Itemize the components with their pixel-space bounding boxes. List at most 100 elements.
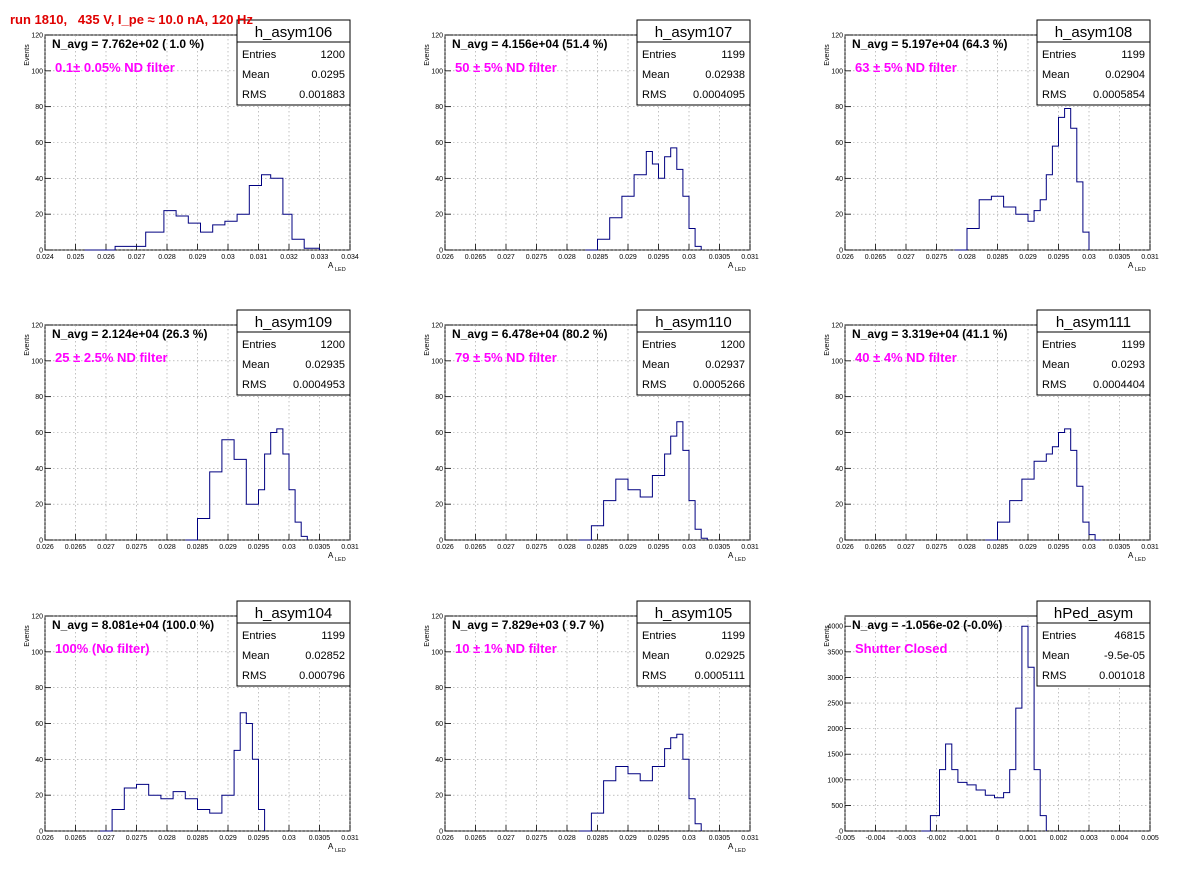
histogram-series [921, 625, 1047, 832]
x-tick-label: 0.0285 [987, 544, 1009, 551]
y-tick-label: 80 [835, 394, 843, 401]
y-tick-label: 20 [435, 502, 443, 509]
x-tick-label: 0.03 [221, 254, 235, 261]
y-tick-label: 2000 [827, 726, 843, 733]
x-tick-label: 0.031 [1141, 544, 1159, 551]
y-tick-label: 60 [435, 140, 443, 147]
y-tick-label: 40 [835, 466, 843, 473]
x-tick-label: 0.005 [1141, 835, 1159, 842]
stats-value: 0.02938 [705, 69, 745, 81]
y-tick-label: 40 [35, 176, 43, 183]
stats-key: Mean [1042, 650, 1070, 662]
x-tick-label: 0.026 [436, 835, 454, 842]
stats-key: Mean [242, 359, 270, 371]
stats-key: Entries [642, 339, 677, 351]
y-tick-label: 40 [435, 466, 443, 473]
stats-box [636, 622, 751, 687]
filter-annotation: 40 ± 4% ND filter [855, 350, 957, 365]
x-tick-label: 0.001 [1019, 835, 1037, 842]
stats-key: Entries [242, 630, 277, 642]
x-axis-label: A [728, 842, 734, 851]
x-tick-label: 0.0305 [709, 835, 731, 842]
histogram-series [99, 712, 266, 832]
histogram-panel-h_asym104: 0.026 0.0265 0.027 0.0275 0.028 0.0285 0.029 0.… [24, 600, 359, 854]
y-axis-label: Events [24, 44, 31, 66]
x-tick-label: 0.0265 [465, 254, 487, 261]
y-axis-label: Events [424, 44, 431, 66]
x-tick-label: 0.0295 [648, 544, 670, 551]
y-tick-label: 20 [435, 212, 443, 219]
navg-label: N_avg = 7.762e+02 ( 1.0 %) [52, 37, 204, 51]
y-tick-label: 120 [31, 323, 43, 330]
x-tick-label: 0.0275 [926, 544, 948, 551]
y-tick-label: 0 [839, 829, 843, 836]
x-tick-label: 0.026 [36, 835, 54, 842]
x-tick-label: 0.026 [436, 544, 454, 551]
histogram-series [954, 108, 1090, 251]
y-tick-label: 80 [35, 104, 43, 111]
y-tick-label: 3000 [827, 675, 843, 682]
filter-annotation: 63 ± 5% ND filter [855, 60, 957, 75]
x-tick-label: 0.0265 [65, 835, 87, 842]
y-tick-label: 100 [31, 68, 43, 75]
filter-annotation: 100% (No filter) [55, 641, 150, 656]
x-tick-label: 0.029 [1019, 254, 1037, 261]
x-axis-label-subscript: LED [1135, 267, 1146, 273]
stats-value: 46815 [1114, 630, 1145, 642]
stats-box [1036, 622, 1151, 687]
stats-box [636, 41, 751, 106]
histogram-panel-h_asym109: 0.026 0.0265 0.027 0.0275 0.028 0.0285 0.029 0.… [24, 309, 359, 563]
x-tick-label: 0.028 [558, 254, 576, 261]
x-axis-label-subscript: LED [735, 848, 746, 854]
y-tick-label: 0 [839, 248, 843, 255]
x-tick-label: 0.03 [282, 835, 296, 842]
run-title: run 1810, 435 V, I_pe ≈ 10.0 nA, 120 Hz [10, 12, 253, 27]
stats-value: 0.02935 [305, 359, 345, 371]
y-tick-label: 120 [431, 323, 443, 330]
stats-value: 0.02937 [705, 359, 745, 371]
stats-key: RMS [642, 379, 666, 391]
y-tick-label: 80 [35, 394, 43, 401]
navg-label: N_avg = 3.319e+04 (41.1 %) [852, 327, 1007, 341]
y-tick-label: 80 [35, 685, 43, 692]
histogram-panel-h_asym108: 0.026 0.0265 0.027 0.0275 0.028 0.0285 0.029 0.… [824, 19, 1159, 273]
x-tick-label: 0.026 [36, 544, 54, 551]
y-tick-label: 100 [831, 68, 843, 75]
stats-key: RMS [1042, 89, 1066, 101]
x-axis-label-subscript: LED [335, 557, 346, 563]
stats-value: 1199 [1121, 339, 1145, 351]
y-tick-label: 100 [431, 358, 443, 365]
x-axis-label-subscript: LED [335, 267, 346, 273]
navg-label: N_avg = 8.081e+04 (100.0 %) [52, 618, 214, 632]
x-tick-label: 0.031 [741, 835, 759, 842]
x-axis-label-subscript: LED [1135, 557, 1146, 563]
x-tick-label: 0.025 [67, 254, 85, 261]
navg-label: N_avg = 6.478e+04 (80.2 %) [452, 327, 607, 341]
stats-title: h_asym111 [1056, 314, 1131, 331]
x-tick-label: 0.0275 [526, 254, 548, 261]
y-tick-label: 60 [835, 140, 843, 147]
x-tick-label: 0.027 [497, 254, 515, 261]
y-axis-label: Events [824, 44, 831, 66]
x-tick-label: 0.029 [219, 835, 237, 842]
x-tick-label: 0.0285 [587, 835, 609, 842]
histogram-series [579, 733, 702, 832]
y-tick-label: 80 [435, 685, 443, 692]
stats-key: Mean [642, 650, 670, 662]
stats-key: Entries [1042, 339, 1077, 351]
x-tick-label: 0.0265 [865, 254, 887, 261]
x-tick-label: 0.0265 [465, 835, 487, 842]
navg-label: N_avg = 7.829e+03 ( 9.7 %) [452, 618, 604, 632]
y-tick-label: 60 [35, 430, 43, 437]
x-tick-label: 0.0285 [187, 544, 209, 551]
y-tick-label: 80 [435, 104, 443, 111]
y-tick-label: 100 [431, 68, 443, 75]
x-tick-label: 0.004 [1111, 835, 1129, 842]
stats-title: h_asym109 [255, 314, 333, 331]
stats-key: RMS [642, 670, 666, 682]
stats-value: 0.0005266 [693, 379, 745, 391]
stats-value: 0.001883 [299, 89, 345, 101]
x-tick-label: 0.0285 [587, 254, 609, 261]
x-tick-label: 0.0295 [648, 254, 670, 261]
